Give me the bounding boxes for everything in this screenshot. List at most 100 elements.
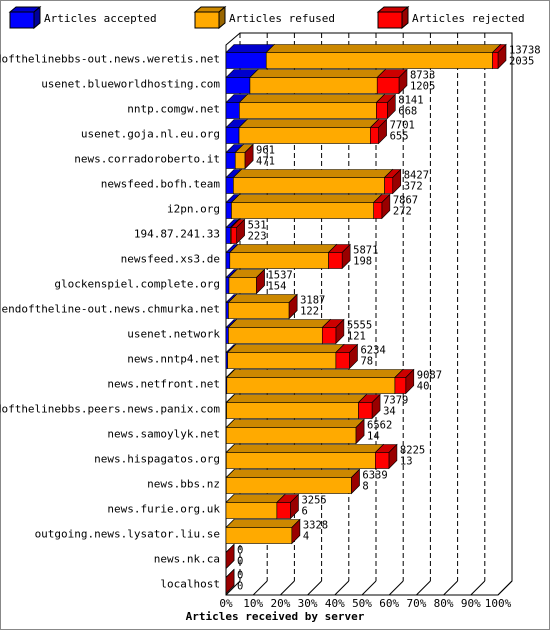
value-label: 6234: [360, 345, 385, 357]
bar-side: [355, 418, 365, 445]
bar: [265, 52, 493, 69]
bar-top: [249, 69, 386, 78]
bar: [225, 277, 230, 294]
bar-side: [225, 568, 235, 595]
bar: [225, 202, 232, 219]
y-tick-label: news.samoylyk.net: [107, 428, 220, 441]
bar: [321, 327, 337, 344]
bar-top: [226, 344, 345, 353]
value-label: 3328: [303, 520, 328, 532]
tick-mark: [470, 580, 486, 596]
value-label: 13: [400, 456, 413, 468]
bar-top: [226, 369, 404, 378]
value-label: 14: [367, 431, 380, 443]
tick-mark: [307, 580, 322, 596]
value-label: 7379: [383, 395, 408, 407]
bar-side: [225, 543, 235, 570]
x-tick-label: 40%: [325, 597, 345, 610]
y-tick-label: newsfeed.xs3.de: [121, 253, 220, 266]
value-label: 531: [248, 220, 267, 232]
bar-side: [244, 143, 254, 170]
value-label: 5555: [347, 320, 372, 332]
legend-label: Articles accepted: [44, 12, 157, 25]
y-tick-label: news.nntp4.net: [127, 353, 220, 366]
bar: [233, 177, 385, 194]
y-tick-label: news.bbs.nz: [147, 478, 220, 491]
x-tick-label: 70%: [406, 597, 426, 610]
bar-top: [238, 94, 386, 103]
value-label: 2035: [509, 56, 534, 68]
bar: [225, 152, 236, 169]
value-label: 372: [404, 181, 423, 193]
bar: [375, 452, 390, 469]
y-tick-label: news.netfront.net: [107, 378, 220, 391]
value-label: 5871: [353, 245, 378, 257]
legend-label: Articles rejected: [412, 12, 525, 25]
value-label: 1537: [267, 270, 292, 282]
x-tick-label: 0%: [219, 597, 233, 610]
bar: [227, 352, 337, 369]
value-label: 8141: [398, 95, 423, 107]
tick-mark: [416, 580, 431, 596]
tick-mark: [334, 580, 350, 596]
bar: [225, 227, 231, 244]
bar-top: [225, 444, 385, 453]
y-tick-label: news.corradoroberto.it: [74, 153, 220, 166]
x-tick-label: 30%: [298, 597, 318, 610]
value-label: 8427: [404, 170, 429, 182]
bar-top: [229, 244, 338, 253]
bar: [249, 77, 378, 94]
bar: [228, 277, 257, 294]
value-label: 961: [256, 145, 275, 157]
x-tick-label: 90%: [461, 597, 481, 610]
tick-mark: [361, 580, 377, 596]
bar: [228, 327, 323, 344]
legend-label: Articles refused: [229, 12, 335, 25]
tick-mark: [225, 580, 241, 596]
value-label: 655: [390, 131, 409, 143]
bar: [229, 252, 329, 269]
bar: [225, 102, 240, 119]
legend-swatch: [377, 11, 403, 29]
y-tick-label: usenet.network: [127, 328, 220, 341]
y-tick-label: newsfeed.bofh.team: [101, 178, 221, 191]
bar-side: [288, 293, 298, 320]
tick-mark: [280, 580, 295, 596]
x-tick-label: 20%: [270, 597, 290, 610]
x-axis-title: Articles received by server: [186, 610, 365, 623]
bar: [230, 227, 237, 244]
y-tick-label: i2pn.org: [167, 203, 220, 216]
value-label: 13738: [509, 45, 541, 57]
value-label: 272: [393, 206, 412, 218]
value-label: 122: [300, 306, 319, 318]
bar-top: [227, 319, 332, 328]
y-tick-label: news.nk.ca: [154, 553, 220, 566]
bar-top: [225, 394, 368, 403]
value-label: 9087: [417, 370, 442, 382]
bar: [225, 77, 251, 94]
value-label: 6: [301, 506, 307, 518]
bar-top: [225, 419, 365, 428]
value-label: 223: [248, 231, 267, 243]
x-tick-label: 10%: [243, 597, 263, 610]
bar: [276, 502, 291, 519]
bar: [234, 152, 246, 169]
value-label: 3255: [301, 495, 326, 507]
bar: [225, 327, 229, 344]
y-tick-label: usenet.blueworldhosting.com: [41, 78, 220, 91]
bar: [231, 202, 374, 219]
value-label: 8225: [400, 445, 425, 457]
value-label: 3187: [300, 295, 325, 307]
bar: [228, 302, 290, 319]
bar: [226, 402, 359, 419]
y-tick-label: outgoing.news.lysator.liu.se: [35, 528, 220, 541]
bar-top: [227, 294, 298, 303]
bar-top: [225, 44, 275, 53]
value-label: 154: [267, 281, 286, 293]
y-tick-label: glockenspiel.complete.org: [54, 278, 220, 291]
bar: [370, 127, 379, 144]
y-tick-label: endofthelinebbs.peers.news.panix.com: [0, 403, 220, 416]
legend-swatch: [9, 11, 35, 29]
bar-side: [256, 268, 265, 295]
